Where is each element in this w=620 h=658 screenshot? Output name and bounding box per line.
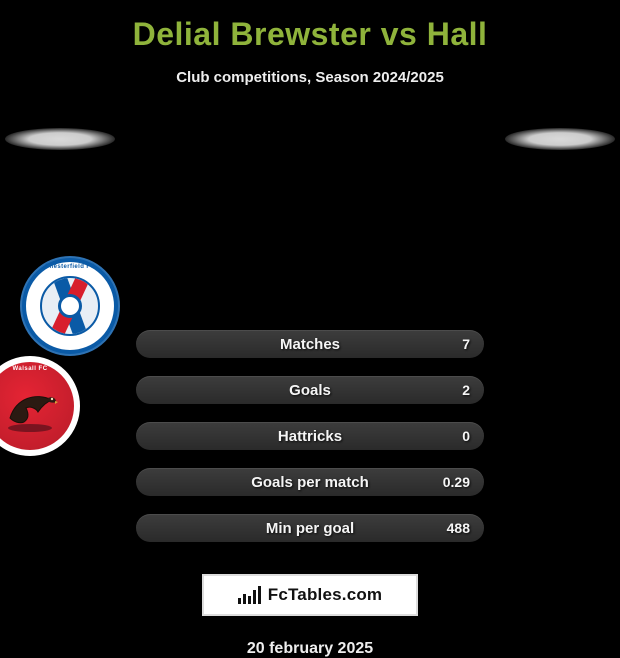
left-player-shadow	[5, 128, 115, 150]
crest-inner	[40, 276, 100, 336]
page-subtitle: Club competitions, Season 2024/2025	[0, 69, 620, 86]
page-title: Delial Brewster vs Hall	[0, 0, 620, 53]
stat-row-min-per-goal: Min per goal 488	[136, 514, 484, 542]
stats-list: Matches 7 Goals 2 Hattricks 0 Goals per …	[0, 330, 620, 542]
left-club-crest-text: Chesterfield FC	[26, 264, 114, 270]
stat-value: 7	[462, 336, 470, 352]
stat-value: 2	[462, 382, 470, 398]
stat-value: 0.29	[443, 474, 470, 490]
stat-label: Matches	[280, 336, 340, 353]
bar-chart-icon	[238, 586, 262, 604]
right-player-shadow	[505, 128, 615, 150]
stat-row-hattricks: Hattricks 0	[136, 422, 484, 450]
stat-label: Min per goal	[266, 520, 354, 537]
source-watermark: FcTables.com	[202, 574, 418, 616]
stat-label: Goals per match	[251, 474, 369, 491]
footer-date: 20 february 2025	[0, 640, 620, 658]
stat-value: 0	[462, 428, 470, 444]
crest-bird-icon	[2, 378, 58, 434]
stat-row-matches: Matches 7	[136, 330, 484, 358]
stat-row-goals-per-match: Goals per match 0.29	[136, 468, 484, 496]
right-club-crest-text: Walsall FC	[0, 366, 74, 372]
stat-label: Goals	[289, 382, 331, 399]
left-club-crest: Chesterfield FC	[20, 256, 120, 356]
watermark-text: FcTables.com	[268, 585, 383, 605]
stat-value: 488	[447, 520, 470, 536]
crest-center	[58, 294, 82, 318]
comparison-card: Delial Brewster vs Hall Club competition…	[0, 0, 620, 580]
stat-label: Hattricks	[278, 428, 342, 445]
stat-row-goals: Goals 2	[136, 376, 484, 404]
